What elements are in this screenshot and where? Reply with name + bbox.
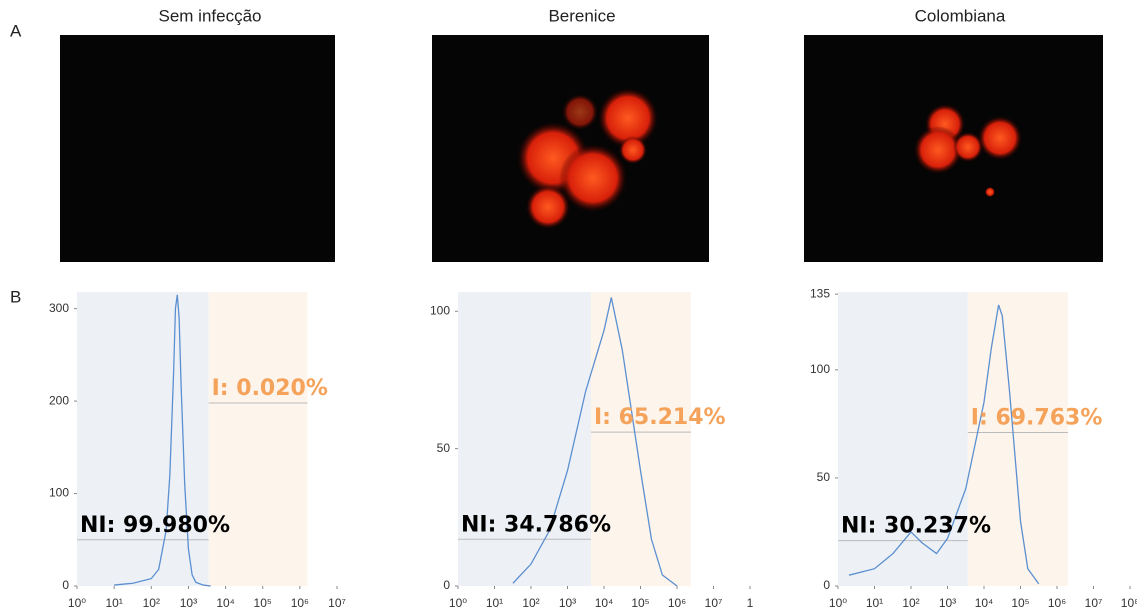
gate-label: NI: 99.980% bbox=[80, 513, 230, 538]
gate-region bbox=[967, 292, 1068, 586]
panel-label: A bbox=[10, 21, 22, 40]
x-tick-label: 10⁷ bbox=[1085, 596, 1103, 610]
gate-label: I: 69.763% bbox=[971, 406, 1103, 431]
x-tick-label: 10⁶ bbox=[291, 596, 309, 610]
micrograph bbox=[804, 35, 1103, 262]
y-tick-label: 50 bbox=[437, 441, 451, 455]
y-tick-label: 300 bbox=[49, 301, 69, 315]
gate-label: I: 0.020% bbox=[212, 376, 328, 401]
y-tick-label: 100 bbox=[49, 486, 69, 500]
micrograph bbox=[432, 35, 709, 262]
x-tick-label: 10⁰ bbox=[829, 596, 847, 610]
gate-region bbox=[458, 292, 591, 586]
x-tick-label: 10² bbox=[143, 596, 160, 610]
x-tick-label: 10⁰ bbox=[449, 596, 467, 610]
x-tick-label: 10⁶ bbox=[1048, 596, 1066, 610]
x-tick-label: 10⁶ bbox=[668, 596, 686, 610]
x-tick-label: 10⁰ bbox=[68, 596, 86, 610]
y-tick-label: 135 bbox=[810, 286, 830, 300]
x-tick-label: 10⁴ bbox=[216, 596, 235, 610]
histogram-line bbox=[848, 304, 1040, 585]
y-tick-label: 0 bbox=[823, 578, 830, 592]
panel-label: B bbox=[10, 287, 21, 306]
x-tick-label: 10⁴ bbox=[595, 596, 614, 610]
gate-label: NI: 34.786% bbox=[461, 512, 611, 537]
x-tick-label: 1 bbox=[747, 596, 754, 610]
gate-region bbox=[208, 292, 308, 586]
gate-region bbox=[590, 292, 691, 586]
x-tick-label: 10⁵ bbox=[254, 596, 272, 610]
histogram-line bbox=[512, 297, 678, 587]
x-tick-label: 10⁸ bbox=[1121, 596, 1137, 610]
x-tick-label: 10³ bbox=[559, 596, 576, 610]
y-tick-label: 0 bbox=[62, 578, 69, 592]
image-title: Sem infecção bbox=[159, 6, 262, 25]
x-tick-label: 10¹ bbox=[866, 596, 883, 610]
y-tick-label: 100 bbox=[430, 303, 450, 317]
image-title: Berenice bbox=[548, 6, 615, 25]
image-title: Colombiana bbox=[915, 6, 1006, 25]
gate-label: NI: 30.237% bbox=[841, 514, 991, 539]
x-tick-label: 10¹ bbox=[486, 596, 503, 610]
x-tick-label: 10² bbox=[902, 596, 919, 610]
x-tick-label: 10³ bbox=[180, 596, 197, 610]
gate-label: I: 65.214% bbox=[594, 405, 726, 430]
histogram-line bbox=[114, 294, 211, 587]
y-tick-label: 100 bbox=[810, 362, 830, 376]
x-tick-label: 10⁴ bbox=[975, 596, 994, 610]
micrograph bbox=[60, 35, 335, 262]
x-tick-label: 10⁵ bbox=[1011, 596, 1029, 610]
x-tick-label: 10² bbox=[522, 596, 539, 610]
x-tick-label: 10⁷ bbox=[705, 596, 723, 610]
y-tick-label: 50 bbox=[817, 470, 831, 484]
x-tick-label: 10⁷ bbox=[328, 596, 346, 610]
gate-region bbox=[838, 292, 968, 586]
y-tick-label: 0 bbox=[443, 578, 450, 592]
x-tick-label: 10¹ bbox=[105, 596, 122, 610]
x-tick-label: 10⁵ bbox=[631, 596, 649, 610]
gate-region bbox=[77, 292, 209, 586]
x-tick-label: 10³ bbox=[939, 596, 956, 610]
y-tick-label: 200 bbox=[49, 393, 69, 407]
